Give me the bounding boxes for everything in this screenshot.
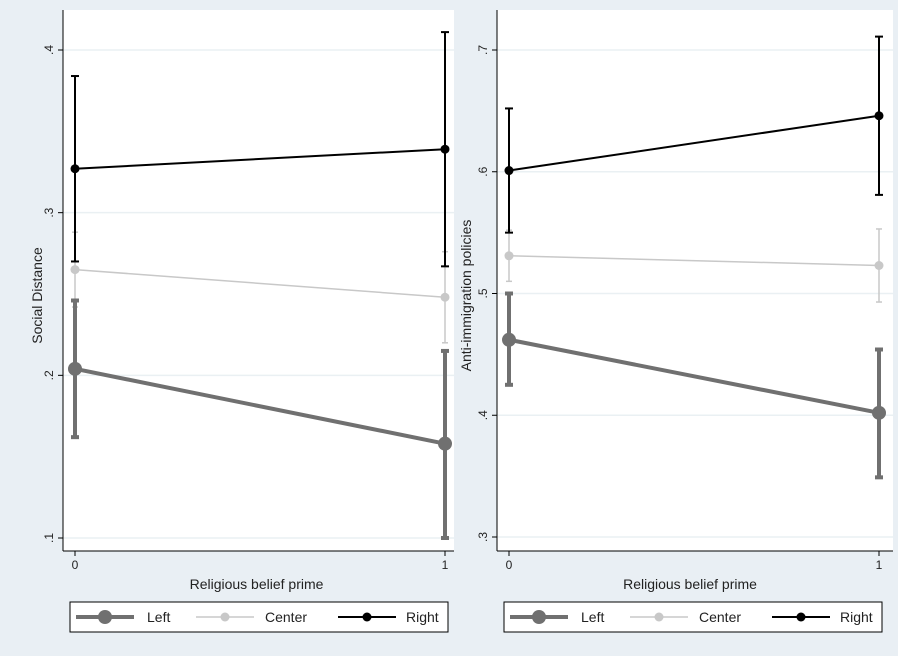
x-tick-label: 0 xyxy=(72,558,79,572)
series-line xyxy=(74,268,446,299)
legend-swatch-marker xyxy=(220,612,230,622)
legend-label: Left xyxy=(147,609,170,625)
legend-swatch-marker xyxy=(654,612,664,622)
data-point xyxy=(502,332,516,347)
legend-item-left: Left xyxy=(76,609,170,625)
data-point xyxy=(68,361,82,376)
data-point xyxy=(874,260,884,270)
series-line xyxy=(508,255,880,267)
y-axis-title: Social Distance xyxy=(29,247,45,344)
legend-swatch-marker xyxy=(98,610,112,624)
y-tick-label: .7 xyxy=(476,45,490,55)
y-tick-label: .5 xyxy=(476,288,490,298)
series-right xyxy=(70,31,450,268)
series-left xyxy=(502,291,886,480)
x-tick-label: 0 xyxy=(506,558,513,572)
series-right xyxy=(504,35,884,234)
data-point xyxy=(440,144,450,154)
y-tick-label: .2 xyxy=(42,370,56,380)
legend-item-center: Center xyxy=(196,609,307,625)
legend: Left Center Right xyxy=(503,601,883,633)
legend-item-right: Right xyxy=(772,609,873,625)
chart-panel-1: .1 .2 .3 .4 Social Distance 0 1 Religious belie… xyxy=(22,8,462,645)
legend-swatch-marker xyxy=(362,612,372,622)
y-tick-label: .4 xyxy=(476,410,490,420)
legend-label: Right xyxy=(840,609,873,625)
legend-label: Center xyxy=(265,609,307,625)
legend-label: Left xyxy=(581,609,604,625)
data-point xyxy=(70,265,80,275)
series-line xyxy=(508,337,880,415)
series-left xyxy=(68,298,452,540)
y-tick-label: .6 xyxy=(476,166,490,176)
chart-panel-2: .3 .4 .5 .6 .7 Anti-immigration policies 0 1 Rel… xyxy=(454,8,895,645)
series-center xyxy=(504,228,884,303)
legend-swatch-marker xyxy=(796,612,806,622)
plot-area xyxy=(63,10,460,551)
x-axis-title: Religious belief prime xyxy=(623,576,757,592)
legend-item-left: Left xyxy=(510,609,604,625)
series-line xyxy=(508,114,880,172)
data-point xyxy=(504,166,514,176)
legend-label: Right xyxy=(406,609,439,625)
y-tick-label: .4 xyxy=(42,45,56,55)
legend-item-center: Center xyxy=(630,609,741,625)
legend-swatch-marker xyxy=(532,610,546,624)
y-tick-label: .1 xyxy=(42,533,56,543)
data-point xyxy=(438,436,452,451)
plot-area xyxy=(497,10,893,551)
data-point xyxy=(504,251,514,261)
y-tick-label: .3 xyxy=(42,207,56,217)
data-point xyxy=(440,292,450,302)
data-point xyxy=(874,111,884,121)
x-tick-label: 1 xyxy=(876,558,883,572)
legend-item-right: Right xyxy=(338,609,439,625)
data-point xyxy=(70,164,80,174)
legend: Left Center Right xyxy=(69,601,449,633)
data-point xyxy=(872,405,886,420)
legend-label: Center xyxy=(699,609,741,625)
y-axis-title: Anti-immigration policies xyxy=(458,220,474,372)
x-tick-label: 1 xyxy=(442,558,449,572)
series-line xyxy=(74,148,446,170)
x-axis-title: Religious belief prime xyxy=(190,576,324,592)
series-line xyxy=(74,366,446,446)
y-tick-label: .3 xyxy=(476,532,490,542)
